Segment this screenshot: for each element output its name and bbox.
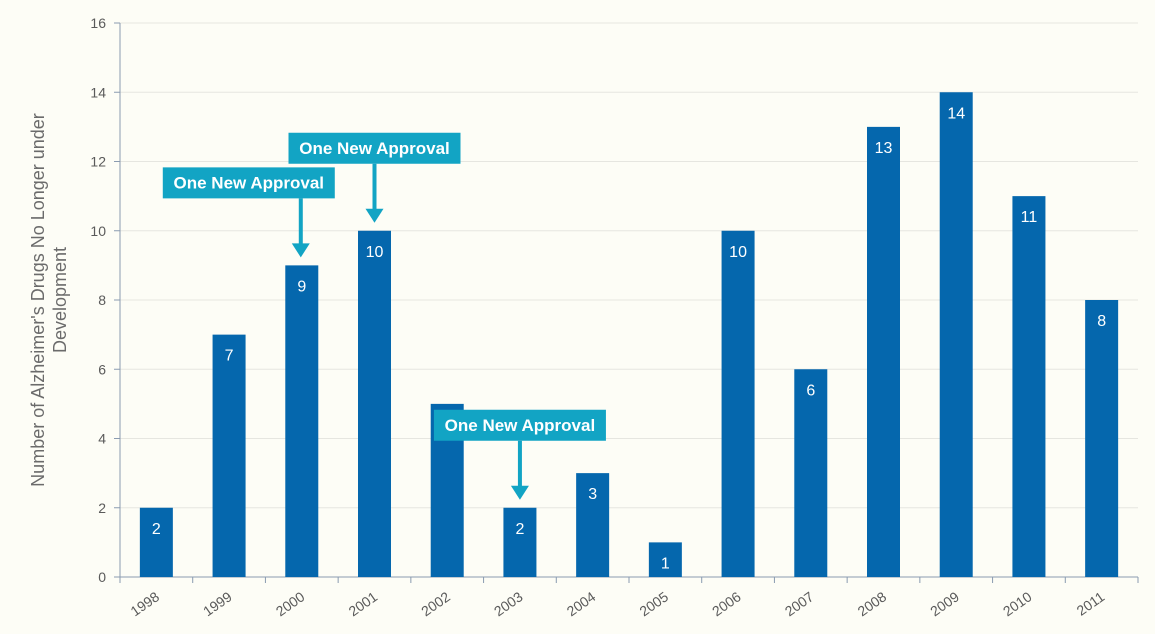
bar-label-2010: 11: [1021, 209, 1038, 226]
bar-label-2011: 8: [1097, 313, 1106, 330]
bar-label-2005: 1: [661, 555, 670, 572]
x-tick-label-1999: 1999: [200, 588, 235, 619]
y-tick-label-14: 14: [90, 84, 106, 100]
bar-label-2009: 14: [947, 105, 965, 122]
y-tick-label-16: 16: [90, 15, 106, 31]
y-tick-label-6: 6: [98, 361, 106, 377]
bar-2000: [285, 265, 319, 577]
y-axis-label-line-1: Number of Alzheimer's Drugs No Longer un…: [28, 113, 48, 487]
bar-label-2003: 2: [515, 521, 524, 538]
callout-arrowhead-2000: [291, 243, 310, 258]
annotations: One New Approval One New Approval One New …: [162, 132, 606, 500]
bar-2007: [794, 369, 828, 577]
bar-label-2001: 10: [366, 244, 384, 261]
callout-box-2000: [162, 167, 335, 199]
bar-2003: [503, 507, 537, 577]
y-tick-label-10: 10: [90, 223, 106, 239]
y-tick-label-0: 0: [98, 569, 106, 585]
x-axis-ticks: 1998 1999 2000 2001 2002 2003 2004 2005 2006 2007…: [119, 577, 1139, 619]
x-tick-label-2000: 2000: [273, 588, 308, 619]
bar-label-2006: 10: [729, 244, 747, 261]
bar-2005: [648, 542, 682, 577]
bar-label-2008: 13: [875, 140, 893, 157]
x-tick-label-2010: 2010: [1000, 588, 1035, 619]
bar-label-1998: 2: [152, 521, 161, 538]
bar-2010: [1012, 196, 1046, 577]
x-tick-label-1998: 1998: [127, 588, 162, 619]
callout-text-2000: One New Approval: [174, 173, 325, 192]
x-tick-label-2007: 2007: [782, 588, 817, 619]
x-tick-label-2006: 2006: [709, 588, 744, 619]
bar-label-2007: 6: [806, 382, 815, 399]
callout-2000: One New Approval: [162, 167, 335, 258]
x-tick-label-2004: 2004: [564, 588, 599, 619]
bar-2006: [721, 230, 755, 577]
gridlines: [120, 22, 1138, 509]
x-tick-label-2002: 2002: [418, 588, 453, 619]
x-tick-label-2001: 2001: [346, 588, 381, 619]
x-tick-label-2003: 2003: [491, 588, 526, 619]
bar-label-1999: 7: [225, 348, 234, 365]
callout-arrowhead-2001: [365, 208, 384, 223]
bar-1998: [139, 507, 173, 577]
callout-text-2003: One New Approval: [445, 416, 596, 435]
bar-label-2004: 3: [588, 486, 597, 503]
bars: 2791052311061314118: [139, 92, 1119, 577]
callout-2003: One New Approval: [433, 409, 606, 500]
y-tick-label-8: 8: [98, 292, 106, 308]
x-tick-label-2005: 2005: [636, 588, 671, 619]
bar-2001: [358, 230, 391, 577]
callout-2001: One New Approval: [288, 132, 461, 223]
callout-box-2001: [288, 132, 461, 164]
bar-2009: [939, 92, 973, 577]
bar-label-2000: 9: [297, 278, 306, 295]
bar-2004: [576, 473, 610, 577]
x-tick-label-2009: 2009: [927, 588, 962, 619]
callout-box-2003: [433, 409, 606, 441]
y-tick-label-4: 4: [98, 431, 106, 447]
x-tick-label-2011: 2011: [1074, 588, 1108, 618]
y-axis-label: Number of Alzheimer's Drugs No Longer un…: [28, 113, 70, 487]
bar-2011: [1085, 300, 1119, 577]
x-tick-label-2008: 2008: [855, 588, 890, 619]
y-tick-label-12: 12: [90, 154, 106, 170]
bar-1999: [212, 334, 246, 577]
bar-2008: [867, 126, 900, 577]
y-axis-label-line-2: Development: [50, 247, 70, 353]
y-tick-label-2: 2: [98, 500, 106, 516]
callout-arrowhead-2003: [510, 485, 529, 500]
callout-text-2001: One New Approval: [299, 139, 450, 158]
